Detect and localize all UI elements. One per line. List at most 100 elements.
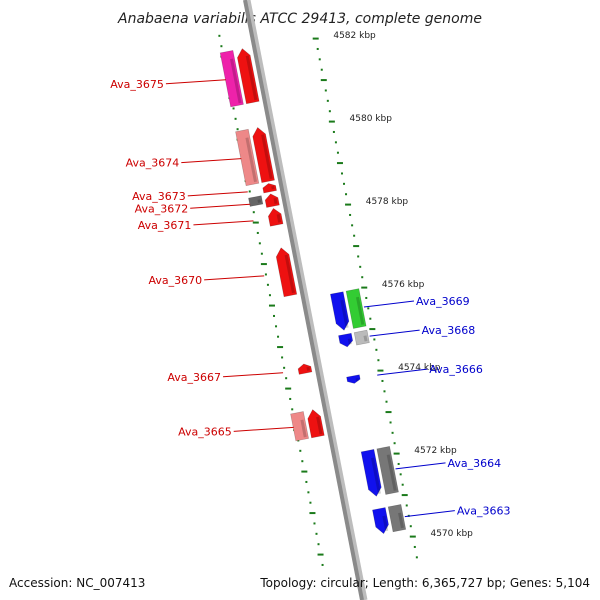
tick-dot <box>268 294 271 297</box>
tick-dot <box>377 359 380 362</box>
backbone-shadow <box>245 0 368 600</box>
tick-dot <box>377 369 384 372</box>
gene-label-ava_3667[interactable]: Ava_3667 <box>167 371 221 384</box>
kbp-tick-label: 4582 kbp <box>333 31 376 41</box>
tick-dot <box>299 449 302 452</box>
backbone-line <box>243 0 364 600</box>
cog-box <box>219 50 244 108</box>
tick-dot <box>324 89 327 92</box>
tick-dot <box>218 34 221 37</box>
tick-dot <box>320 79 327 82</box>
cog-track <box>219 50 407 533</box>
tick-dot <box>281 356 284 359</box>
gene-label-ava_3665[interactable]: Ava_3665 <box>178 425 232 438</box>
tick-dot <box>328 110 331 113</box>
tick-dot <box>334 141 337 144</box>
tick-dot <box>391 431 394 434</box>
gene-arrow-ava_3665 <box>307 409 325 439</box>
tick-dot <box>385 400 388 403</box>
gene-arrow-ava_3672 <box>264 193 280 208</box>
gene-leader-line <box>187 191 248 197</box>
tick-dot <box>409 535 416 538</box>
gene-arrow-ava_3670 <box>275 247 298 298</box>
cog-box <box>353 329 370 346</box>
tick-dot <box>373 338 376 341</box>
tick-dot <box>307 491 310 494</box>
gene-leader-line <box>181 158 242 164</box>
gene-label-ava_3674[interactable]: Ava_3674 <box>126 157 180 170</box>
tick-dot <box>234 117 237 120</box>
genome-backbone <box>243 0 368 600</box>
tick-dot <box>393 442 396 445</box>
gene-leader-line <box>190 203 251 209</box>
tick-dot <box>309 512 316 515</box>
tick-dot <box>369 328 376 331</box>
tick-dot <box>283 366 286 369</box>
gene-label-ava_3668[interactable]: Ava_3668 <box>422 324 476 337</box>
tick-dot <box>321 563 324 566</box>
gene-label-ava_3666[interactable]: Ava_3666 <box>429 363 483 376</box>
gene-leader-line <box>233 426 294 432</box>
tick-dot <box>289 397 292 400</box>
tick-dot <box>232 107 235 110</box>
kbp-ticks: 4582 kbp 4580 kbp 4578 kbp 4576 kbp 4574 kbp… <box>333 31 473 539</box>
gene-arrow-ava_3667 <box>297 363 313 375</box>
gene-arrow-ava_3663 <box>372 507 389 535</box>
tick-dot <box>285 387 292 390</box>
gene-leader-line <box>223 372 284 378</box>
gene-arrow-ava_3668 <box>338 332 354 348</box>
tick-dot <box>409 525 412 528</box>
tick-dot <box>393 452 400 455</box>
tick-dot <box>297 439 300 442</box>
cog-box <box>290 411 309 442</box>
kbp-tick-label: 4580 kbp <box>350 114 393 124</box>
gene-label-ava_3675[interactable]: Ava_3675 <box>110 78 164 91</box>
tick-dot <box>336 162 343 165</box>
gene-label-ava_3664[interactable]: Ava_3664 <box>448 457 502 470</box>
tick-dot <box>381 379 384 382</box>
tick-dot <box>375 348 378 351</box>
tick-dot <box>383 390 386 393</box>
gene-label-ava_3670[interactable]: Ava_3670 <box>149 274 203 287</box>
tick-dot <box>328 120 335 123</box>
tick-dot <box>365 296 368 299</box>
gene-label-ava_3669[interactable]: Ava_3669 <box>416 295 470 308</box>
tick-dot <box>353 245 360 248</box>
tick-dot <box>343 182 346 185</box>
tick-dot <box>318 58 321 61</box>
gene-track <box>237 48 389 535</box>
gene-label-ava_3663[interactable]: Ava_3663 <box>457 505 511 518</box>
tick-dot <box>301 460 304 463</box>
tick-dot <box>326 99 329 102</box>
tick-dot-track <box>218 34 418 566</box>
tick-dot <box>359 265 362 268</box>
gene-label-ava_3673[interactable]: Ava_3673 <box>132 190 186 203</box>
tick-dot <box>345 193 348 196</box>
tick-dot <box>345 203 352 206</box>
tick-dot <box>316 47 319 50</box>
tick-dot <box>385 411 392 414</box>
tick-dot <box>389 421 392 424</box>
kbp-tick-label: 4572 kbp <box>414 446 457 456</box>
tick-dot <box>277 346 284 349</box>
tick-dot <box>268 304 275 307</box>
tick-dot <box>340 172 343 175</box>
cog-box <box>376 445 399 495</box>
tick-dot <box>405 504 408 507</box>
gene-arrow-ava_3664 <box>360 449 382 497</box>
gene-arrow-ava_3666 <box>346 374 361 384</box>
gene-leader-line <box>165 79 226 85</box>
gene-leader-line <box>193 220 254 226</box>
tick-dot <box>317 543 320 546</box>
tick-dot <box>313 522 316 525</box>
gene-label-ava_3672[interactable]: Ava_3672 <box>135 202 189 215</box>
tick-dot <box>260 263 267 266</box>
gene-label-ava_3671[interactable]: Ava_3671 <box>138 219 192 232</box>
tick-dot <box>351 224 354 227</box>
tick-dot <box>258 242 261 245</box>
tick-dot <box>397 462 400 465</box>
tick-dot <box>357 255 360 258</box>
tick-dot <box>401 494 408 497</box>
tick-dot <box>320 68 323 71</box>
